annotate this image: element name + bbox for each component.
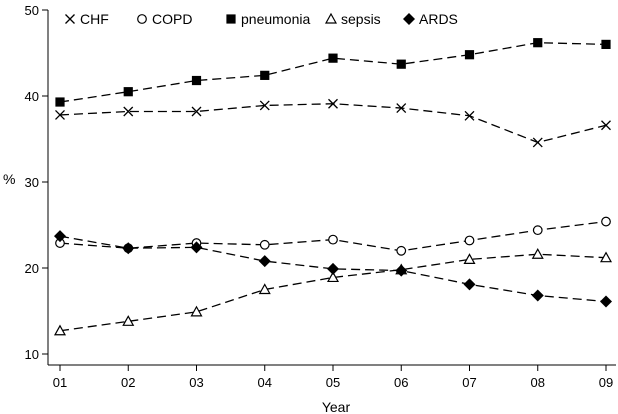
data-point-pneumonia (396, 59, 406, 69)
x-tick-label: 01 (53, 375, 67, 390)
data-point-chf (191, 106, 202, 117)
legend-marker-copd (137, 14, 147, 24)
y-tick-label: 10 (25, 347, 39, 362)
x-tick-label: 04 (258, 375, 272, 390)
x-axis-label: Year (322, 399, 351, 414)
y-axis-label: % (3, 171, 15, 187)
data-point-ards (327, 262, 339, 275)
data-point-copd (328, 234, 338, 245)
data-point-copd (396, 245, 407, 256)
y-ticks: 10 20 30 40 50 (25, 3, 48, 362)
series-copd (55, 216, 611, 256)
legend-item-copd: COPD (137, 11, 192, 27)
data-point-chf (328, 98, 338, 109)
x-tick-label: 06 (394, 375, 408, 390)
data-point-sepsis (258, 283, 271, 295)
y-tick-label: 40 (25, 89, 39, 104)
data-point-sepsis (326, 271, 340, 283)
data-point-pneumonia (191, 75, 202, 86)
legend-marker-pneumonia (226, 14, 236, 24)
data-point-copd (464, 235, 475, 246)
data-point-chf (601, 120, 611, 131)
data-point-sepsis (53, 324, 67, 336)
data-point-copd (532, 225, 543, 236)
x-tick-label: 07 (462, 375, 476, 390)
x-tick-label: 09 (599, 375, 613, 390)
y-tick-label: 50 (25, 3, 39, 18)
data-point-sepsis (190, 305, 203, 317)
data-point-chf (123, 106, 134, 117)
y-tick-label: 30 (25, 175, 39, 190)
legend-label-copd: COPD (152, 11, 192, 27)
data-point-chf (396, 103, 407, 113)
data-point-ards (600, 295, 612, 308)
legend-label-chf: CHF (80, 11, 109, 27)
series-line-pneumonia (59, 42, 607, 103)
legend-label-sepsis: sepsis (341, 11, 381, 27)
legend-marker-sepsis (324, 12, 338, 24)
data-point-pneumonia (328, 53, 338, 63)
data-point-copd (601, 216, 611, 227)
legend-item-sepsis: sepsis (324, 11, 381, 27)
axes (47, 10, 616, 366)
data-point-ards (395, 264, 408, 277)
y-tick-label: 20 (25, 261, 39, 276)
x-tick-label: 03 (189, 375, 203, 390)
series-line-chf (59, 103, 607, 144)
data-point-pneumonia (601, 39, 611, 49)
data-point-sepsis (531, 248, 544, 259)
data-point-pneumonia (464, 50, 475, 60)
x-tick-label: 08 (531, 375, 545, 390)
legend-item-pneumonia: pneumonia (226, 11, 310, 27)
data-point-sepsis (122, 315, 135, 326)
data-point-ards (531, 289, 544, 302)
data-point-ards (190, 241, 203, 254)
legend-marker-chf (65, 14, 75, 24)
series-line-ards (59, 235, 607, 303)
data-point-sepsis (463, 253, 476, 264)
x-ticks: 01 02 03 04 05 06 07 08 09 (53, 365, 613, 390)
x-tick-label: 05 (326, 375, 340, 390)
x-tick-label: 02 (121, 375, 135, 390)
series-sepsis (53, 248, 613, 336)
data-point-pneumonia (260, 70, 270, 80)
legend-label-ards: ARDS (419, 11, 458, 27)
legend-marker-ards (403, 13, 415, 25)
series-layer (53, 38, 613, 336)
data-point-pneumonia (533, 38, 543, 48)
data-point-ards (54, 230, 66, 243)
data-point-sepsis (599, 251, 613, 263)
series-line-sepsis (59, 253, 607, 332)
data-point-pneumonia (123, 87, 133, 97)
series-chf (55, 98, 611, 148)
data-point-chf (532, 137, 543, 148)
data-point-ards (122, 242, 135, 255)
data-point-chf (259, 100, 270, 111)
series-pneumonia (55, 38, 611, 107)
legend-label-pneumonia: pneumonia (241, 11, 310, 27)
data-point-ards (463, 278, 476, 291)
legend-item-chf: CHF (65, 11, 109, 27)
data-point-ards (258, 255, 271, 268)
data-point-pneumonia (55, 97, 65, 107)
series-ards (54, 230, 612, 308)
legend: CHF COPD pneumonia sepsis ARDS (65, 11, 458, 27)
data-point-copd (259, 239, 270, 250)
legend-item-ards: ARDS (403, 11, 458, 27)
data-point-chf (55, 109, 65, 120)
data-point-chf (464, 110, 475, 121)
